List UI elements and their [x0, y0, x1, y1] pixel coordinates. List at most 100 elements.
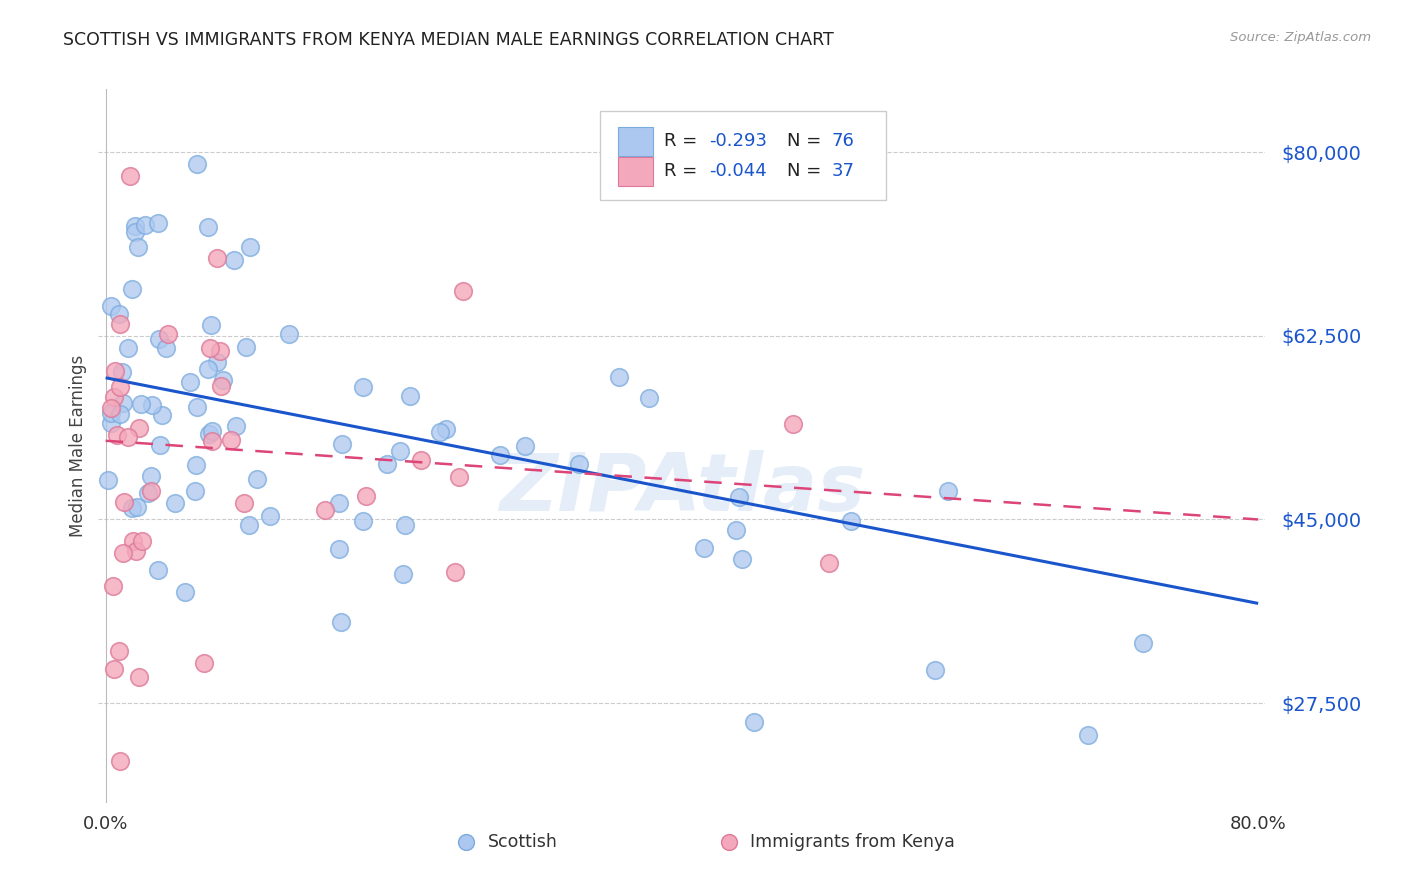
Point [108, 644, 131, 658]
Point [1077, 728, 1099, 742]
Point [239, 240, 262, 254]
Point [112, 495, 135, 509]
Point [513, 439, 536, 453]
Point [148, 333, 170, 347]
Point [110, 379, 132, 393]
Point [205, 354, 228, 368]
Point [121, 501, 143, 516]
Point [183, 483, 205, 498]
Text: Source: ZipAtlas.com: Source: ZipAtlas.com [1230, 31, 1371, 45]
Bar [617, 127, 652, 155]
Point [429, 425, 451, 439]
Point [141, 398, 163, 412]
Point [219, 433, 242, 447]
Point [121, 533, 143, 548]
Point [277, 326, 299, 341]
Point [179, 375, 201, 389]
Point [108, 754, 131, 768]
Point [444, 565, 467, 579]
Text: SCOTTISH VS IMMIGRANTS FROM KENYA MEDIAN MALE EARNINGS CORRELATION CHART: SCOTTISH VS IMMIGRANTS FROM KENYA MEDIAN… [63, 31, 834, 49]
Point [246, 473, 269, 487]
Point [129, 396, 152, 410]
Point [156, 327, 179, 342]
Point [186, 400, 208, 414]
FancyBboxPatch shape [600, 111, 886, 200]
Point [124, 219, 146, 233]
Text: N =: N = [787, 162, 827, 180]
Point [125, 544, 148, 558]
Point [165, 496, 187, 510]
Point [100, 401, 122, 416]
Text: Immigrants from Kenya: Immigrants from Kenya [749, 833, 955, 851]
Text: -0.293: -0.293 [709, 132, 766, 150]
Point [232, 496, 254, 510]
Point [134, 219, 156, 233]
Point [124, 225, 146, 239]
Point [209, 344, 232, 359]
Point [131, 534, 153, 549]
Point [117, 430, 139, 444]
Point [103, 390, 125, 404]
Point [209, 378, 232, 392]
Point [328, 541, 350, 556]
Text: ZIPAtlas: ZIPAtlas [499, 450, 865, 528]
Point [97, 473, 120, 487]
Text: N =: N = [787, 132, 827, 150]
Point [121, 282, 143, 296]
Point [155, 341, 177, 355]
Point [693, 541, 716, 555]
Point [186, 458, 208, 472]
Y-axis label: Median Male Earnings: Median Male Earnings [69, 355, 87, 537]
Point [238, 517, 260, 532]
Point [127, 500, 149, 514]
Point [201, 425, 224, 439]
Point [638, 391, 661, 405]
Bar [617, 157, 652, 186]
Point [205, 252, 228, 266]
Point [108, 317, 131, 331]
Point [352, 380, 374, 394]
Point [375, 457, 398, 471]
Point [568, 457, 591, 471]
Text: R =: R = [665, 132, 703, 150]
Point [434, 422, 457, 436]
Point [392, 566, 415, 581]
Point [198, 341, 221, 355]
Point [136, 486, 159, 500]
Point [197, 219, 219, 234]
Point [193, 656, 215, 670]
Point [314, 503, 336, 517]
Text: R =: R = [665, 162, 703, 180]
Point [235, 340, 257, 354]
Point [607, 369, 630, 384]
Point [128, 420, 150, 434]
Point [139, 469, 162, 483]
Point [212, 373, 235, 387]
Point [222, 253, 245, 268]
Point [839, 514, 862, 528]
Point [352, 514, 374, 528]
Point [117, 341, 139, 355]
Point [328, 496, 350, 510]
Point [150, 408, 173, 422]
Point [728, 490, 751, 504]
Point [936, 483, 959, 498]
Text: -0.044: -0.044 [709, 162, 766, 180]
Point [731, 552, 754, 566]
Point [330, 437, 353, 451]
Point [118, 169, 141, 183]
Point [1132, 636, 1154, 650]
Point [111, 546, 134, 560]
Point [146, 563, 169, 577]
Point [724, 523, 747, 537]
Point [112, 396, 135, 410]
Point [489, 448, 512, 462]
Point [197, 362, 219, 376]
Point [198, 426, 221, 441]
Point [259, 509, 281, 524]
Point [141, 484, 163, 499]
Point [100, 417, 122, 431]
Point [149, 438, 172, 452]
Point [173, 584, 195, 599]
Point [104, 364, 127, 378]
